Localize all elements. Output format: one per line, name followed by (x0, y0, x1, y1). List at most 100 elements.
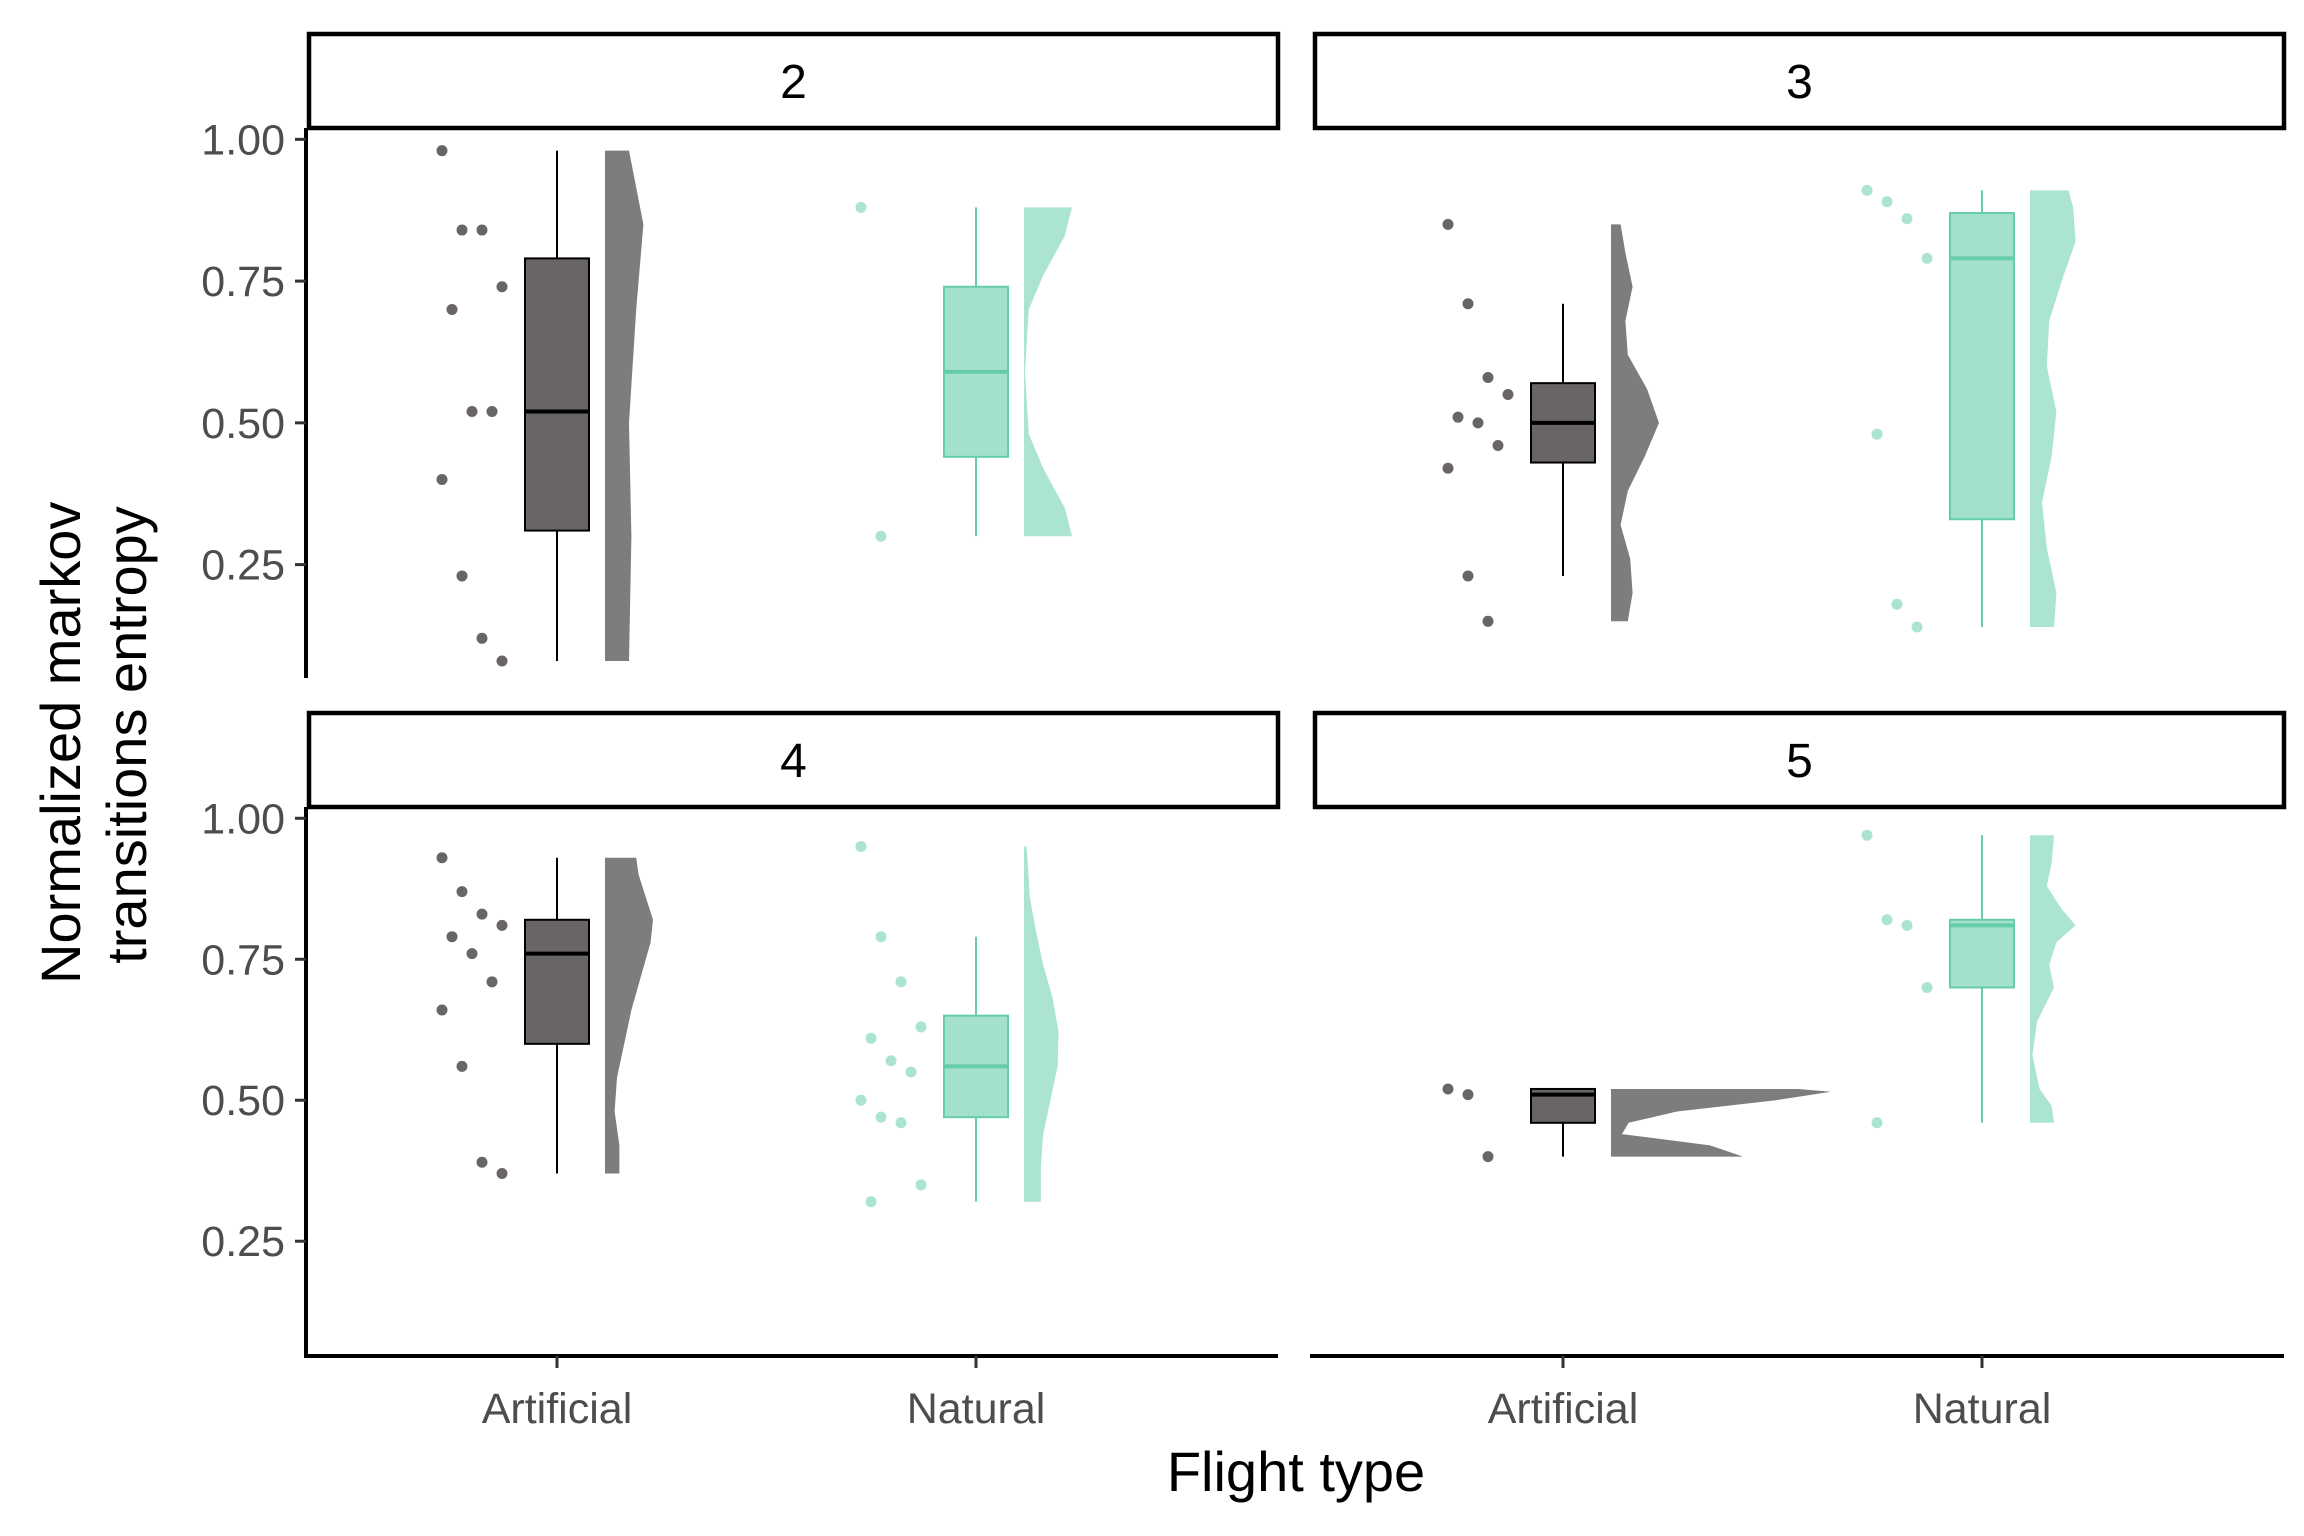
data-point (1442, 1083, 1454, 1095)
data-point (436, 1004, 448, 1016)
data-point (1462, 298, 1474, 310)
data-point (436, 474, 448, 486)
y-tick-label: 0.25 (201, 542, 285, 590)
y-tick-label: 0.75 (201, 936, 285, 984)
data-point (1462, 570, 1474, 582)
data-point (895, 976, 907, 988)
data-point (436, 145, 448, 157)
data-point (1871, 428, 1883, 440)
data-point (496, 281, 508, 293)
data-point (905, 1066, 917, 1078)
box-body (1949, 212, 2015, 521)
x-tick-label: Artificial (482, 1385, 633, 1433)
data-point (476, 908, 488, 920)
data-point (456, 886, 468, 898)
data-point (1891, 598, 1903, 610)
data-point (1482, 1151, 1494, 1163)
data-point (875, 530, 887, 542)
data-point (496, 1168, 508, 1180)
density-cloud (1024, 846, 1059, 1202)
panel-4: 4 0.25 0.50 0.75 1.00 Artificial Natural (201, 710, 1281, 1433)
strip-box (1312, 31, 2287, 131)
data-point (486, 976, 498, 988)
data-point (1871, 1117, 1883, 1129)
strip-label: 4 (780, 735, 807, 788)
data-point (466, 948, 478, 960)
data-point (915, 1179, 927, 1191)
x-tick-label: Natural (1913, 1385, 2052, 1433)
density-cloud (1611, 1088, 1831, 1157)
data-point (855, 840, 867, 852)
panel-2: 2 0.25 0.50 0.75 1.00 (201, 31, 1281, 678)
y-axis-title: Normalized markov transitions entropy (29, 486, 158, 984)
data-point (1911, 621, 1923, 633)
group-natural: Natural (1861, 829, 2076, 1433)
data-point (1861, 829, 1873, 841)
group-natural: Natural (855, 840, 1059, 1433)
group-artificial (436, 145, 644, 667)
y-axis-title-line-2: transitions entropy (95, 506, 158, 964)
x-tick-label: Natural (907, 1385, 1046, 1433)
data-point (895, 1117, 907, 1129)
data-point (875, 1111, 887, 1123)
data-point (1472, 417, 1484, 429)
box-body (1949, 918, 2015, 989)
strip-box (1312, 710, 2287, 810)
panels-layer: 2 0.25 0.50 0.75 1.00 3 4 0.25 0.50 0.75 1.00 Artif… (201, 31, 2287, 1433)
data-point (476, 224, 488, 236)
data-point (1462, 1089, 1474, 1101)
y-axis-title-line-1: Normalized markov (29, 502, 92, 984)
y-tick-label: 0.50 (201, 1077, 285, 1125)
data-point (446, 931, 458, 943)
density-cloud (2030, 835, 2076, 1123)
data-point (436, 852, 448, 864)
density-cloud (2030, 190, 2076, 627)
data-point (1482, 615, 1494, 627)
data-point (1492, 440, 1504, 452)
strip-label: 3 (1786, 56, 1813, 109)
data-point (446, 303, 458, 315)
data-point (1482, 371, 1494, 383)
data-point (1442, 218, 1454, 230)
panel-3: 3 (1312, 31, 2287, 633)
data-point (476, 1156, 488, 1168)
strip-box (306, 710, 1281, 810)
box-body (524, 918, 590, 1045)
box-body (524, 257, 590, 532)
data-point (496, 655, 508, 667)
group-artificial: Artificial (436, 852, 653, 1433)
data-point (1442, 462, 1454, 474)
data-point (1881, 914, 1893, 926)
group-artificial: Artificial (1442, 1083, 1831, 1433)
data-point (1921, 981, 1933, 993)
data-point (865, 1032, 877, 1044)
y-tick-label: 0.75 (201, 258, 285, 306)
group-artificial (1442, 218, 1659, 627)
data-point (1502, 388, 1514, 400)
data-point (1452, 411, 1464, 423)
density-cloud (605, 857, 653, 1174)
data-point (466, 406, 478, 418)
strip-label: 5 (1786, 735, 1813, 788)
density-cloud (1024, 207, 1072, 537)
y-tick-label: 1.00 (201, 116, 285, 164)
data-point (456, 1060, 468, 1072)
y-tick-label: 0.50 (201, 400, 285, 448)
data-point (855, 1094, 867, 1106)
group-natural (855, 201, 1072, 542)
data-point (875, 931, 887, 943)
data-point (885, 1055, 897, 1067)
data-point (915, 1021, 927, 1033)
data-point (1901, 919, 1913, 931)
y-tick-label: 0.25 (201, 1218, 285, 1266)
data-point (496, 919, 508, 931)
data-point (486, 406, 498, 418)
density-cloud (605, 150, 644, 661)
data-point (855, 201, 867, 213)
data-point (1921, 252, 1933, 264)
data-point (456, 570, 468, 582)
strip-label: 2 (780, 56, 807, 109)
data-point (865, 1196, 877, 1208)
strip-box (306, 31, 1281, 131)
